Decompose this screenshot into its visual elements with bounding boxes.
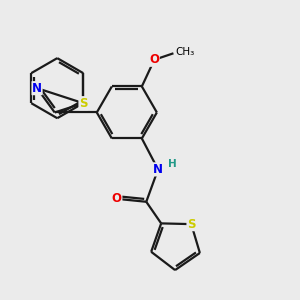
- Text: H: H: [168, 159, 177, 169]
- Text: N: N: [32, 82, 42, 95]
- Text: N: N: [153, 163, 163, 176]
- Text: S: S: [187, 218, 196, 231]
- Text: S: S: [79, 97, 88, 110]
- Text: O: O: [112, 192, 122, 205]
- Text: O: O: [149, 53, 159, 66]
- Text: CH₃: CH₃: [176, 47, 195, 57]
